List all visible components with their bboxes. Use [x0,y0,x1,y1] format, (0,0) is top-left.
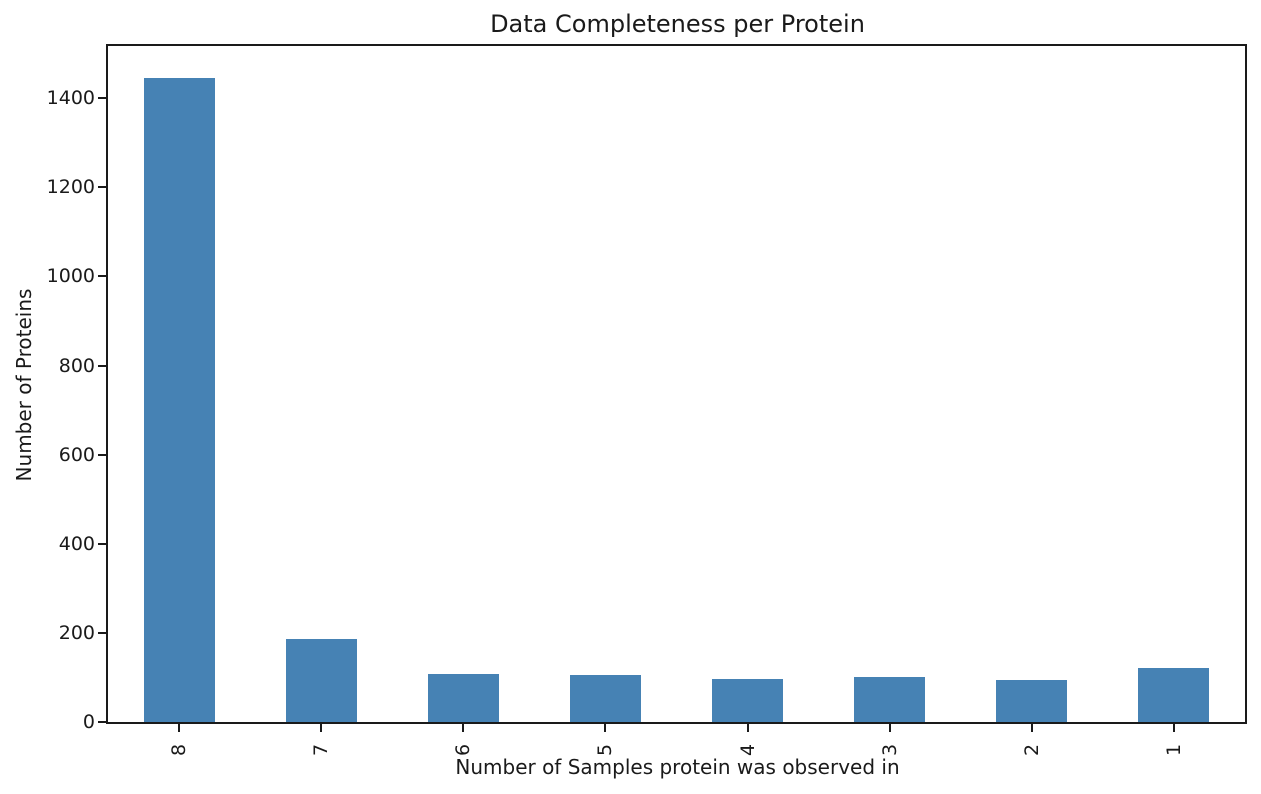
x-tick-mark [320,724,323,732]
x-tick-label: 7 [310,743,333,757]
x-tick-label: 6 [452,743,475,757]
x-tick-label: 1 [1162,743,1185,757]
x-axis-label: Number of Samples protein was observed i… [455,755,900,779]
x-tick-mark [888,724,891,732]
x-tick-mark [604,724,607,732]
x-tick-label: 2 [1020,743,1043,757]
bar-samples-4 [712,679,784,722]
x-tick-mark [746,724,749,732]
bar-samples-1 [1138,668,1210,722]
y-tick-mark [98,97,106,100]
bar-samples-5 [569,675,641,722]
y-tick-mark [98,631,106,634]
x-tick-label: 4 [736,743,759,757]
x-tick-label: 8 [168,743,191,757]
y-tick-mark [98,186,106,189]
y-tick-label: 800 [58,354,95,377]
y-tick-label: 600 [58,443,95,466]
chart-title: Data Completeness per Protein [490,10,865,38]
x-tick-label: 5 [594,743,617,757]
y-tick-mark [98,275,106,278]
bar-samples-2 [996,680,1068,722]
bar-samples-8 [143,78,215,722]
plot-area [106,44,1247,724]
x-tick-mark [1030,724,1033,732]
y-tick-mark [98,721,106,723]
y-tick-label: 0 [82,711,95,733]
y-tick-mark [98,364,106,367]
x-tick-label: 3 [878,743,901,757]
x-tick-mark [462,724,465,732]
y-tick-mark [98,453,106,456]
y-tick-label: 400 [58,532,95,555]
x-tick-mark [178,724,181,732]
bar-samples-3 [854,677,926,722]
bar-samples-6 [427,674,499,722]
y-tick-label: 1200 [46,176,95,199]
y-tick-label: 1000 [46,265,95,288]
y-tick-mark [98,542,106,545]
x-tick-mark [1172,724,1175,732]
bar-samples-7 [285,639,357,722]
y-tick-label: 1400 [46,87,95,110]
y-tick-label: 200 [58,621,95,644]
